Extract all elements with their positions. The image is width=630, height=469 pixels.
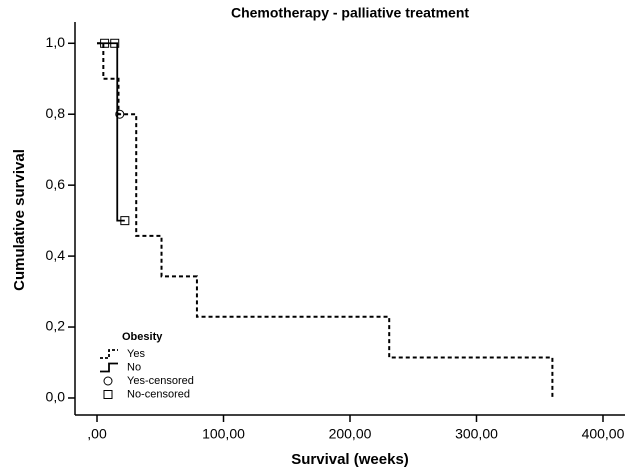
legend-label: Yes xyxy=(127,348,145,360)
x-tick-label: 100,00 xyxy=(202,426,245,442)
x-tick-label: 400,00 xyxy=(582,426,625,442)
y-tick-label: 0,2 xyxy=(46,318,66,334)
x-tick-label: 200,00 xyxy=(329,426,372,442)
censor-marker xyxy=(115,109,125,119)
legend-label: No-censored xyxy=(127,388,190,400)
chart-title: Chemotherapy - palliative treatment xyxy=(231,5,469,21)
legend-label: Yes-censored xyxy=(127,375,194,387)
censor-marker xyxy=(100,38,110,48)
y-tick-label: 0,0 xyxy=(46,389,66,405)
legend-symbol xyxy=(103,376,113,386)
legend-symbol xyxy=(100,362,118,373)
y-tick-label: 0,4 xyxy=(46,247,66,263)
y-axis-label: Cumulative survival xyxy=(11,149,28,291)
x-tick-label: 300,00 xyxy=(455,426,498,442)
legend-label: No xyxy=(127,361,141,373)
legend-symbol xyxy=(100,349,118,359)
y-tick-label: 1,0 xyxy=(46,34,66,50)
censor-marker xyxy=(110,38,120,48)
legend-title: Obesity xyxy=(122,331,163,343)
legend-symbol xyxy=(103,390,113,399)
x-tick-label: ,00 xyxy=(87,426,107,442)
y-tick-label: 0,6 xyxy=(46,176,66,192)
censor-marker xyxy=(120,216,130,226)
x-axis-label: Survival (weeks) xyxy=(291,451,409,468)
y-tick-label: 0,8 xyxy=(46,105,66,121)
